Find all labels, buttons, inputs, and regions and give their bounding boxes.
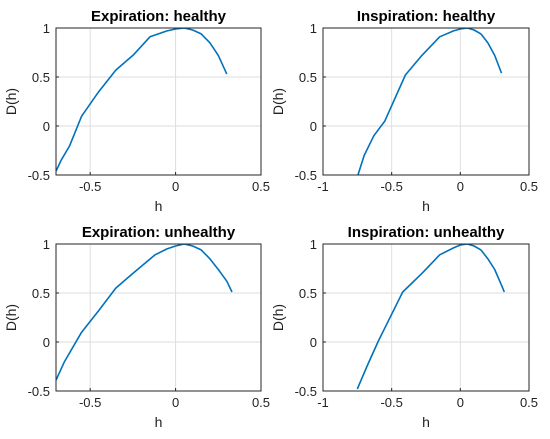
axes-frame — [55, 243, 262, 392]
y-axis-label: D(h) — [270, 304, 286, 331]
x-axis-label: h — [155, 414, 163, 430]
chart-panel-expiration-unhealthy: -0.5 0 0.5 -0.5 0 0.5 1 Expiration: unhealthy h D… — [3, 224, 270, 430]
x-tick-label: 0 — [172, 395, 179, 410]
chart-title: Inspiration: healthy — [357, 8, 496, 25]
plot-area — [56, 28, 261, 175]
y-tick-label: 1 — [43, 237, 50, 252]
x-axis-label: h — [422, 414, 430, 430]
y-tick-label: 0 — [43, 335, 50, 350]
y-tick-label: 0.5 — [32, 70, 50, 85]
x-tick-label: -1 — [317, 395, 329, 410]
chart-panel-expiration-healthy: -0.5 0 0.5 -0.5 0 0.5 1 Expiration: healthy h D(h… — [3, 8, 270, 214]
y-tick-label: -0.5 — [295, 384, 317, 399]
x-tick-label: -0.5 — [79, 179, 101, 194]
y-tick-label: -0.5 — [28, 168, 50, 183]
y-axis-label: D(h) — [3, 304, 19, 331]
axes-frame — [55, 27, 262, 176]
plot-area — [323, 244, 529, 391]
x-tick-label: -0.5 — [79, 395, 101, 410]
y-tick-label: 1 — [43, 21, 50, 36]
y-tick-label: 1 — [310, 237, 317, 252]
chart-title: Expiration: healthy — [91, 8, 227, 25]
y-axis-label: D(h) — [3, 88, 19, 115]
x-tick-label: 0.5 — [252, 179, 270, 194]
x-tick-label: -0.5 — [380, 179, 402, 194]
x-tick-label: -1 — [317, 179, 329, 194]
y-tick-label: -0.5 — [295, 168, 317, 183]
axes-frame — [322, 243, 530, 392]
y-axis-label: D(h) — [270, 88, 286, 115]
plot-area — [323, 28, 529, 175]
series-line — [357, 28, 503, 175]
x-tick-label: 0 — [172, 179, 179, 194]
x-tick-label: -0.5 — [380, 395, 402, 410]
x-tick-label: 0.5 — [520, 395, 538, 410]
series-line — [56, 28, 228, 172]
y-tick-label: 0 — [43, 119, 50, 134]
y-tick-label: 0.5 — [32, 286, 50, 301]
x-axis-label: h — [422, 198, 430, 214]
plot-area — [56, 244, 261, 391]
y-tick-label: -0.5 — [28, 384, 50, 399]
y-tick-label: 0.5 — [299, 70, 317, 85]
x-tick-label: 0.5 — [520, 179, 538, 194]
x-axis-label: h — [155, 198, 163, 214]
y-tick-label: 0.5 — [299, 286, 317, 301]
axes-frame — [322, 27, 530, 176]
x-tick-label: 0.5 — [252, 395, 270, 410]
chart-title: Expiration: unhealthy — [82, 224, 236, 241]
y-tick-label: 0 — [310, 119, 317, 134]
chart-title: Inspiration: unhealthy — [348, 224, 505, 241]
x-tick-label: 0 — [457, 395, 464, 410]
y-tick-label: 0 — [310, 335, 317, 350]
y-tick-label: 1 — [310, 21, 317, 36]
series-line — [356, 244, 506, 390]
x-tick-label: 0 — [457, 179, 464, 194]
series-line — [56, 244, 233, 381]
